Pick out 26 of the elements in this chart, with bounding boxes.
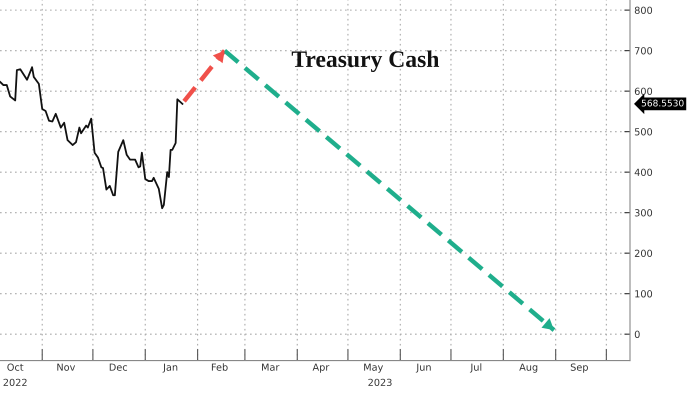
y-tick-label: 200	[634, 250, 652, 257]
y-tick-label: 800	[634, 6, 652, 14]
x2-tick-label: 2022	[4, 378, 27, 386]
y-tick-label: 100	[635, 290, 652, 298]
x-tick-label: Jan	[162, 364, 178, 373]
y-tick-label: 700	[634, 47, 652, 54]
x-tick-label: Nov	[57, 364, 76, 371]
x2-tick-label: 2023	[368, 378, 392, 386]
y-tick-label: 0	[634, 330, 640, 338]
x-tick-label: May	[364, 364, 384, 373]
x-tick-label: Mar	[262, 364, 280, 371]
x-tick-label: Feb	[212, 363, 228, 371]
x-tick-label: Jun	[416, 364, 431, 373]
x-tick-label: Aug	[519, 364, 538, 373]
y-tick-label: 300	[634, 209, 652, 216]
y-tick-label: 500	[634, 128, 652, 136]
text: 568.5530	[642, 100, 684, 106]
line-series	[0, 66, 184, 210]
y-tick-label: 400	[634, 168, 652, 176]
x-tick-label: Dec	[110, 364, 128, 371]
x-tick-label: Jul	[470, 363, 482, 373]
y-tick-label: 600	[634, 88, 652, 95]
x-tick-label: Apr	[312, 364, 330, 373]
x-tick-label: Oct	[7, 363, 24, 371]
x-tick-label: Sep	[570, 363, 588, 373]
text: Treasury Cash	[292, 50, 440, 72]
